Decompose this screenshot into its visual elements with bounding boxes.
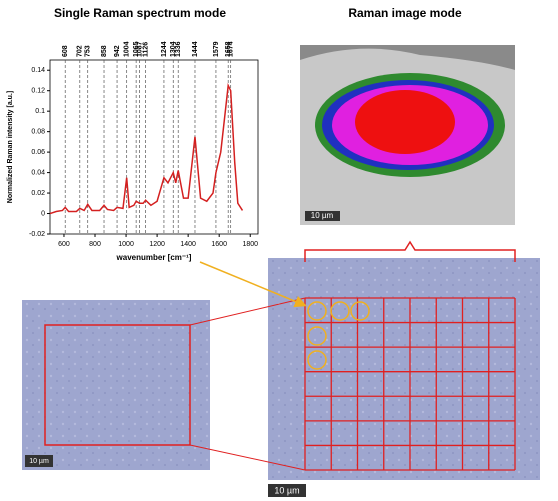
- x-tick-label: 600: [58, 241, 70, 248]
- x-tick-label: 1200: [149, 241, 165, 248]
- scale-bar-label: 10 µm: [274, 485, 299, 495]
- y-tick-label: 0: [41, 210, 45, 217]
- y-tick-label: 0.04: [31, 169, 45, 176]
- y-tick-label: -0.02: [29, 231, 45, 238]
- heading: Raman image mode: [348, 6, 462, 20]
- peak-label: 1004: [124, 41, 131, 57]
- peak-label: 1126: [142, 42, 149, 57]
- x-axis-label: wavenumber [cm⁻¹]: [116, 253, 192, 262]
- scale-bar-label: 10 µm: [29, 458, 49, 465]
- y-tick-label: 0.12: [31, 88, 45, 95]
- y-tick-label: 0.02: [31, 190, 45, 197]
- spectrum-line: [50, 86, 242, 214]
- y-tick-label: 0.06: [31, 149, 45, 156]
- y-tick-label: 0.1: [35, 108, 45, 115]
- peak-label: 1674: [228, 41, 235, 57]
- plot-frame: [50, 60, 258, 234]
- peak-label: 858: [101, 45, 108, 57]
- x-tick-label: 1400: [180, 241, 196, 248]
- y-axis-label: Normalized Raman intensity [a.u.]: [7, 91, 14, 203]
- x-tick-label: 1600: [211, 241, 227, 248]
- spectrum-chart: -0.02 0 0.02 0.04 0.06 0.08 0.1 0.12 0.14 600 800 1…: [7, 41, 258, 262]
- peak-label: 1444: [192, 41, 199, 57]
- peak-label: 753: [85, 45, 92, 57]
- x-tick-label: 800: [89, 241, 101, 248]
- peak-label: 942: [114, 45, 121, 57]
- y-tick-label: 0.14: [31, 67, 45, 74]
- x-tick-label: 1800: [242, 241, 258, 248]
- scale-bar-label: 10 µm: [311, 211, 334, 220]
- y-tick-label: 0.08: [31, 128, 45, 135]
- figure: Single Raman spectrum mode Raman image m…: [0, 0, 558, 501]
- micrograph: [268, 258, 540, 480]
- raman-image: [300, 45, 515, 225]
- peak-label: 608: [62, 45, 69, 57]
- peak-label: 1336: [175, 41, 182, 57]
- x-tick-label: 1000: [118, 241, 134, 248]
- peak-label: 1244: [161, 41, 168, 57]
- heading: Single Raman spectrum mode: [54, 6, 226, 20]
- peak-label: 1579: [213, 41, 220, 57]
- peak-label: 702: [77, 45, 84, 57]
